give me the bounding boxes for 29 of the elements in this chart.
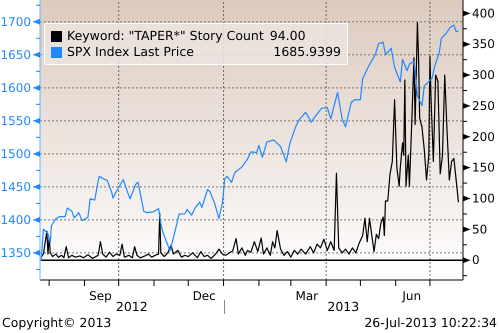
annotation: 1685.9399: [273, 44, 341, 60]
legend-label: SPX Index Last Price: [67, 44, 194, 60]
y2-tick-label: 400: [472, 6, 495, 20]
text: 26-Jul-2013 10:22:34: [364, 315, 497, 330]
y-tick-label: 1550: [0, 114, 31, 128]
text: Copyright© 2013: [2, 315, 112, 330]
text: 2012: [116, 299, 148, 314]
y2-tick-label: 100: [472, 192, 495, 206]
x-tick-label: Jun: [401, 289, 422, 303]
y-tick-label: 1400: [0, 212, 31, 227]
y2-tick-label: 250: [472, 98, 495, 113]
legend-label: Keyword: "TAPER*" Story Count: [67, 28, 264, 44]
y-tick-label: 1450: [0, 180, 31, 194]
y2-tick-label: 300: [472, 68, 495, 82]
x-tick-label: Mar: [295, 289, 318, 303]
y-tick-label: 1500: [0, 146, 31, 161]
y2-tick-label: 150: [472, 160, 495, 175]
y2-tick-label: 0: [472, 253, 480, 268]
text: 2013: [327, 299, 360, 314]
y2-tick-label: 50: [472, 222, 488, 236]
x-tick-label: Sep: [89, 289, 112, 303]
y-tick-label: 1700: [0, 14, 31, 29]
y2-tick-label: 350: [472, 37, 495, 52]
y2-tick-label: 200: [472, 130, 495, 144]
y-tick-label: 1350: [0, 246, 31, 260]
y-tick-label: 1600: [0, 80, 31, 95]
y-tick-label: 1650: [0, 48, 31, 62]
x-tick-label: Dec: [192, 289, 216, 303]
annotation: 94.00: [270, 28, 306, 44]
